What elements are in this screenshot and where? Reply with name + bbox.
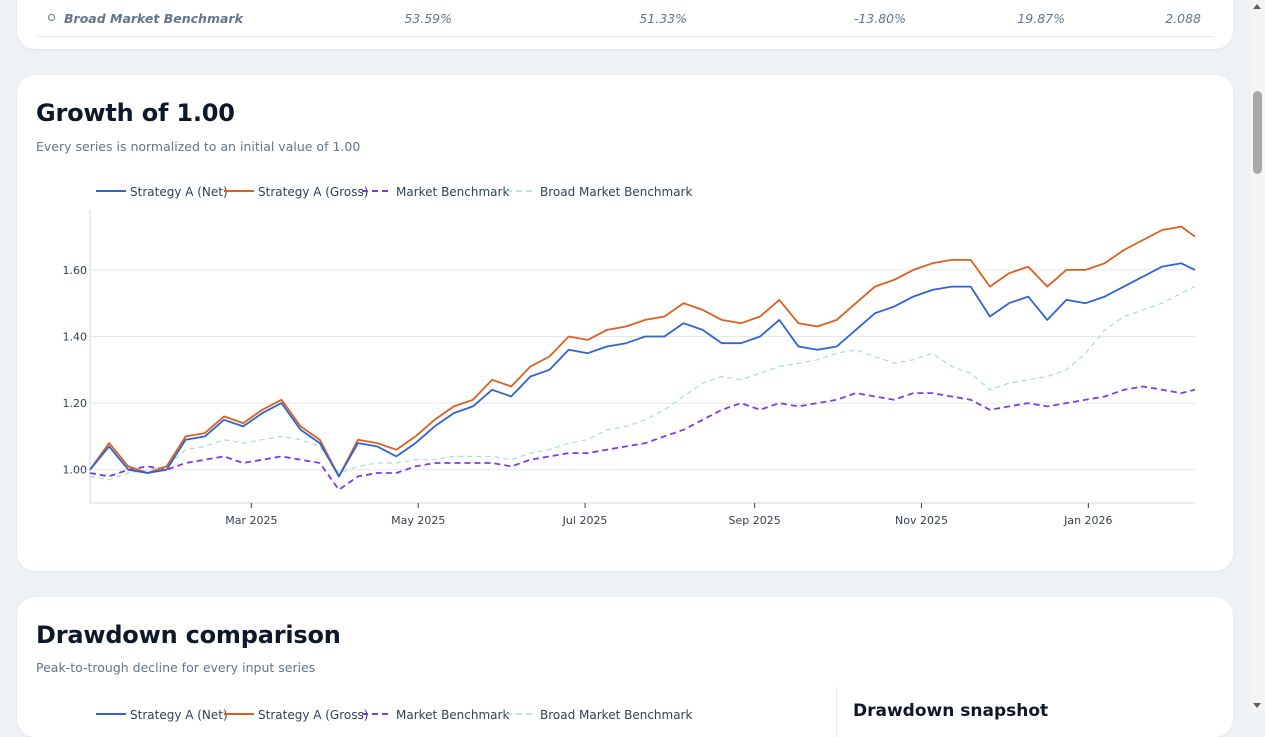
chart-legend: Strategy A (Net) Strategy A (Gross) Mark… (96, 184, 696, 200)
y-tick-label: 1.40 (63, 331, 88, 344)
legend-label: Strategy A (Gross) (258, 708, 369, 722)
section-title: Drawdown comparison (36, 621, 341, 649)
series-line-strategy-net (89, 262, 1196, 478)
scroll-up-arrow-icon[interactable] (1253, 4, 1261, 9)
legend-swatch-icon (224, 190, 254, 192)
summary-table-card: Broad Market Benchmark 53.59% 51.33% -13… (17, 0, 1233, 49)
x-tick-label: May 2025 (391, 514, 445, 527)
series-line-broad-market-benchmark (89, 286, 1196, 481)
section-subtitle: Every series is normalized to an initial… (36, 139, 361, 154)
legend-label: Market Benchmark (396, 708, 510, 722)
legend-swatch-icon (506, 713, 536, 715)
legend-label: Broad Market Benchmark (540, 708, 693, 722)
table-row: Broad Market Benchmark 53.59% 51.33% -13… (36, 0, 1214, 37)
section-subtitle: Peak-to-trough decline for every input s… (36, 660, 316, 675)
section-title: Growth of 1.00 (36, 99, 235, 127)
scroll-down-arrow-icon[interactable] (1253, 703, 1261, 708)
row-value: -13.80% (853, 11, 906, 26)
y-tick-label: 1.60 (63, 264, 88, 277)
legend-swatch-icon (362, 713, 392, 715)
legend-label: Strategy A (Gross) (258, 185, 369, 199)
x-tick-label: Jan 2026 (1063, 514, 1112, 527)
row-value: 53.59% (404, 11, 452, 26)
drawdown-card: Drawdown comparison Peak-to-trough decli… (17, 597, 1233, 737)
growth-chart: 1.00 1.20 1.40 1.60 Mar 2025 May 2025 Jul 2025… (63, 210, 1196, 527)
row-value: 2.088 (1165, 11, 1201, 26)
series-line-strategy-gross (89, 225, 1196, 478)
x-tick-label: Jul 2025 (562, 514, 608, 527)
legend-swatch-icon (96, 190, 126, 192)
legend-swatch-icon (96, 713, 126, 715)
row-series-name: Broad Market Benchmark (64, 11, 243, 26)
row-value: 51.33% (639, 11, 687, 26)
legend-label: Strategy A (Net) (130, 185, 228, 199)
y-tick-label: 1.20 (63, 397, 88, 410)
series-marker-icon (48, 14, 55, 21)
row-value: 19.87% (1017, 11, 1065, 26)
series-line-market-benchmark (89, 385, 1196, 491)
legend-label: Market Benchmark (396, 185, 510, 199)
scrollbar-thumb[interactable] (1253, 91, 1262, 174)
x-tick-label: Nov 2025 (895, 514, 948, 527)
legend-label: Broad Market Benchmark (540, 185, 693, 199)
drawdown-snapshot-title: Drawdown snapshot (853, 701, 1049, 721)
chart-legend: Strategy A (Net) Strategy A (Gross) Mark… (96, 707, 696, 723)
legend-label: Strategy A (Net) (130, 708, 228, 722)
panel-divider (836, 687, 837, 737)
growth-card: Growth of 1.00 Every series is normalize… (17, 75, 1233, 571)
legend-swatch-icon (362, 190, 392, 192)
page-scrollbar[interactable] (1250, 0, 1265, 712)
x-tick-label: Sep 2025 (729, 514, 781, 527)
legend-swatch-icon (224, 713, 254, 715)
legend-swatch-icon (506, 190, 536, 192)
x-tick-label: Mar 2025 (225, 514, 277, 527)
y-tick-label: 1.00 (63, 464, 88, 477)
